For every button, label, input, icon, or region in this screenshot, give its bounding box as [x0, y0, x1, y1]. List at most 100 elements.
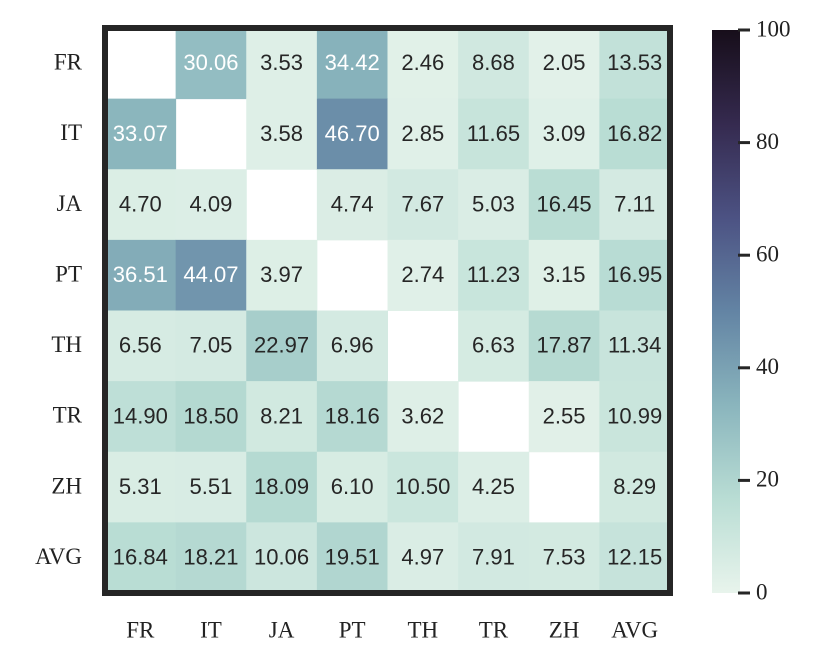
cell-label: 3.53 — [260, 50, 303, 75]
heatmap-cell — [387, 239, 459, 311]
cell-label: 10.50 — [395, 474, 450, 499]
cell-label: 7.53 — [543, 545, 586, 570]
heatmap-cell — [528, 522, 600, 594]
cell-label: 4.74 — [331, 191, 374, 216]
y-tick-label: JA — [56, 191, 82, 216]
heatmap-cell — [246, 239, 318, 311]
heatmap-cell — [246, 451, 318, 523]
y-tick-label: TH — [51, 332, 82, 357]
heatmap-cell — [458, 98, 530, 170]
heatmap-cell — [105, 381, 177, 453]
cell-label: 18.21 — [183, 545, 238, 570]
cell-label: 36.51 — [113, 262, 168, 287]
colorbar-tick-label: 0 — [756, 579, 768, 604]
heatmap-cell — [458, 451, 530, 523]
x-tick-label: IT — [200, 617, 222, 642]
cell-label: 33.07 — [113, 121, 168, 146]
y-tick-label: IT — [60, 120, 82, 145]
cell-label: 5.31 — [119, 474, 162, 499]
heatmap-cell — [458, 310, 530, 382]
cell-label: 7.05 — [190, 333, 233, 358]
cell-label: 17.87 — [537, 333, 592, 358]
x-tick-label: TR — [479, 617, 509, 642]
heatmap-cell — [105, 98, 177, 170]
cell-label: 5.03 — [472, 191, 515, 216]
cell-label: 18.09 — [254, 474, 309, 499]
heatmap-cell — [387, 169, 459, 241]
y-tick-label: AVG — [35, 544, 82, 569]
colorbar-tick-label: 80 — [756, 129, 779, 154]
cell-label: 3.97 — [260, 262, 303, 287]
x-tick-label: TH — [407, 617, 438, 642]
colorbar-tick-label: 20 — [756, 467, 779, 492]
heatmap-cell — [175, 239, 247, 311]
cell-label: 22.97 — [254, 333, 309, 358]
heatmap-cell — [599, 522, 671, 594]
y-tick-label: FR — [54, 50, 83, 75]
cell-label: 11.65 — [467, 121, 520, 146]
cell-label: 16.45 — [537, 191, 592, 216]
x-tick-label: AVG — [611, 617, 658, 642]
cell-label: 10.06 — [254, 545, 309, 570]
cell-label: 8.29 — [613, 474, 656, 499]
cell-label: 10.99 — [607, 403, 662, 428]
colorbar-tick-label: 40 — [756, 354, 779, 379]
colorbar-tick-label: 100 — [756, 16, 791, 41]
cell-label: 3.15 — [543, 262, 586, 287]
heatmap-cell — [528, 28, 600, 100]
heatmap-cell — [246, 28, 318, 100]
heatmap-cell — [387, 28, 459, 100]
cell-label: 44.07 — [183, 262, 238, 287]
heatmap-cell — [528, 98, 600, 170]
cell-label: 3.62 — [401, 403, 444, 428]
heatmap-cell — [105, 169, 177, 241]
heatmap-cell — [528, 239, 600, 311]
heatmap-cell — [599, 239, 671, 311]
cell-label: 11.23 — [467, 262, 520, 287]
heatmap-cell — [175, 381, 247, 453]
heatmap-cell — [458, 239, 530, 311]
heatmap-cell — [316, 381, 388, 453]
heatmap-cell — [599, 381, 671, 453]
heatmap-cell — [599, 451, 671, 523]
cell-label: 8.21 — [260, 403, 303, 428]
cell-label: 5.51 — [190, 474, 233, 499]
y-tick-label: PT — [55, 261, 82, 286]
heatmap-cell — [175, 310, 247, 382]
cell-label: 46.70 — [325, 121, 380, 146]
heatmap-cell — [316, 169, 388, 241]
heatmap-cell — [175, 451, 247, 523]
cell-label: 16.82 — [607, 121, 662, 146]
heatmap-cell — [458, 169, 530, 241]
cell-label: 7.67 — [401, 191, 444, 216]
cell-label: 16.84 — [113, 545, 168, 570]
cell-label: 34.42 — [325, 50, 380, 75]
heatmap-cell — [246, 381, 318, 453]
cell-label: 14.90 — [113, 403, 168, 428]
heatmap-cell — [599, 169, 671, 241]
heatmap-cell — [528, 310, 600, 382]
cell-label: 16.95 — [607, 262, 662, 287]
cell-label: 13.53 — [607, 50, 662, 75]
x-tick-label: PT — [339, 617, 366, 642]
heatmap-cell — [316, 522, 388, 594]
cell-label: 2.55 — [543, 403, 586, 428]
y-tick-label: TR — [53, 403, 83, 428]
heatmap-cell — [246, 310, 318, 382]
heatmap-cell — [387, 381, 459, 453]
cell-label: 11.34 — [608, 333, 661, 358]
cell-label: 2.05 — [543, 50, 586, 75]
heatmap-cell — [105, 310, 177, 382]
heatmap-cell — [175, 522, 247, 594]
x-tick-label: ZH — [549, 617, 580, 642]
cell-label: 2.46 — [401, 50, 444, 75]
cell-label: 8.68 — [472, 50, 515, 75]
y-tick-label: ZH — [51, 473, 82, 498]
heatmap-cell — [528, 381, 600, 453]
cell-label: 6.56 — [119, 333, 162, 358]
cell-label: 2.85 — [401, 121, 444, 146]
cell-label: 2.74 — [401, 262, 444, 287]
heatmap-cell — [105, 522, 177, 594]
heatmap-cell — [599, 310, 671, 382]
cell-label: 4.97 — [401, 545, 444, 570]
